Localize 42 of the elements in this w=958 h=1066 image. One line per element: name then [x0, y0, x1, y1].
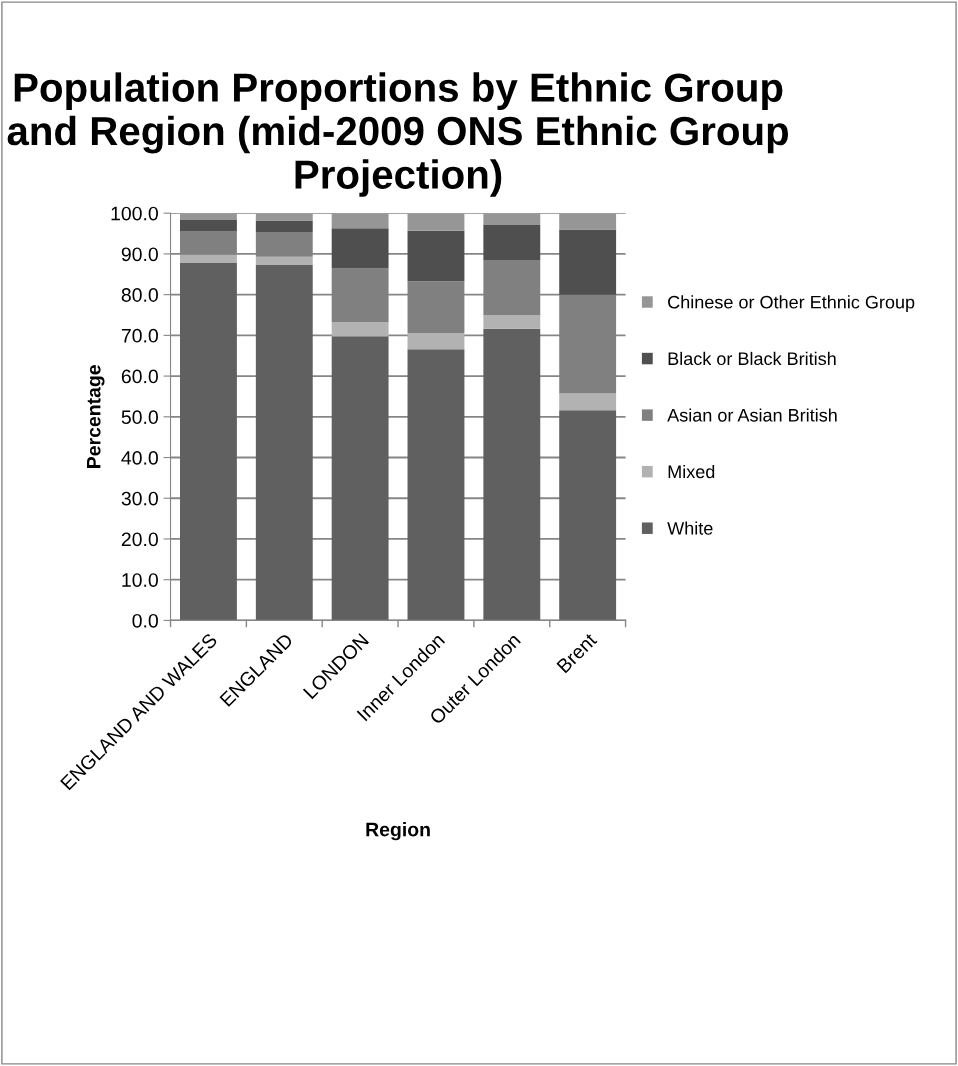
bar [331, 322, 389, 337]
bar [483, 328, 541, 621]
bar [180, 220, 237, 232]
legend-label: Black or Black British [668, 351, 836, 366]
y-tick-label: 90.0 [121, 247, 158, 262]
bar [255, 220, 313, 232]
y-tick-label: 0.0 [132, 613, 158, 628]
bar [559, 393, 617, 411]
x-axis-title: Region [366, 822, 430, 841]
bar [331, 213, 389, 229]
bar [407, 213, 465, 231]
bar [180, 254, 237, 263]
y-tick-label: 50.0 [121, 410, 158, 425]
bar [331, 336, 389, 621]
bar [407, 230, 465, 282]
bar [255, 264, 313, 621]
legend-label: Mixed [668, 464, 715, 479]
chart-title: Population Proportions by Ethnic Group and Region (mid-2009 ONS Ethnic Group Projection) [7, 72, 789, 197]
bar [559, 213, 617, 230]
bar [255, 213, 313, 221]
y-tick-label: 20.0 [121, 532, 158, 547]
bar [483, 213, 541, 226]
bar [483, 315, 541, 329]
y-tick-label: 30.0 [121, 491, 158, 506]
y-tick-label: 10.0 [122, 573, 158, 587]
y-tick-label: 80.0 [121, 288, 158, 302]
bar [559, 410, 617, 621]
y-tick-label: 60.0 [121, 369, 158, 384]
bar [559, 229, 617, 295]
bar [407, 349, 465, 621]
legend-label: Asian or Asian British [667, 408, 837, 422]
bar [407, 332, 465, 350]
y-tick-label: 100.0 [111, 206, 158, 221]
bar [331, 228, 389, 269]
bar [483, 225, 541, 261]
y-tick-label: 70.0 [121, 328, 158, 343]
legend-label: White [667, 521, 713, 535]
y-axis-title: Percentage [87, 365, 105, 468]
legend-label: Chinese or Other Ethnic Group [668, 295, 915, 313]
bar [180, 262, 237, 621]
bar [255, 256, 313, 265]
y-tick-label: 40.0 [121, 451, 158, 465]
